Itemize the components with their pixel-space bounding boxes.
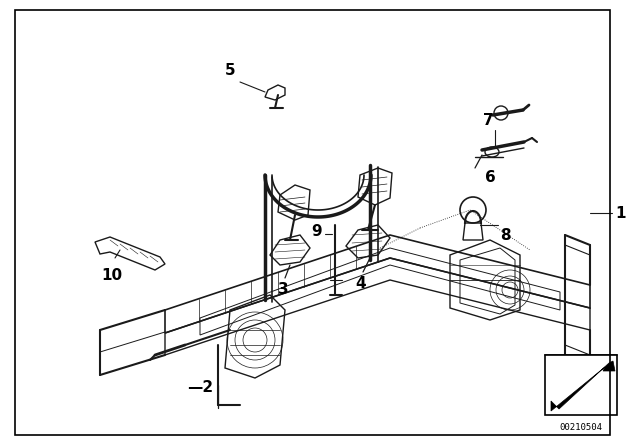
Text: 9: 9 (312, 224, 322, 240)
Text: 3: 3 (278, 282, 288, 297)
Text: 4: 4 (356, 276, 366, 291)
Text: 6: 6 (484, 170, 495, 185)
Text: 5: 5 (225, 63, 235, 78)
Text: 8: 8 (500, 228, 511, 243)
Text: 7: 7 (483, 113, 493, 128)
Text: 10: 10 (101, 268, 123, 283)
Text: —2: —2 (187, 380, 213, 396)
Text: 1: 1 (615, 206, 625, 220)
Polygon shape (551, 361, 615, 411)
Bar (545, 355, 617, 415)
Text: 00210504: 00210504 (559, 423, 602, 432)
